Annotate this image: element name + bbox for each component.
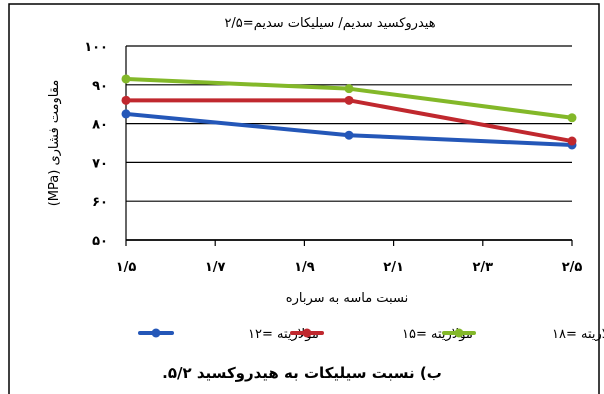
series-2-point bbox=[568, 113, 577, 122]
series-1-point bbox=[345, 96, 354, 105]
x-tick-label: ۱/۵ bbox=[116, 260, 137, 275]
x-tick-label: ۱/۷ bbox=[205, 260, 226, 275]
y-tick-label: ۱۰۰ bbox=[84, 40, 108, 55]
legend-marker-1 bbox=[303, 329, 312, 338]
series-1-point bbox=[568, 137, 577, 146]
series-1-point bbox=[122, 96, 131, 105]
series-0-point bbox=[122, 109, 131, 118]
series-2-point bbox=[345, 84, 354, 93]
figure-caption: ب) نسبت سیلیکات به هیدروکسید ۵/۲. bbox=[0, 364, 604, 388]
legend-label-2: مولاریته =۱۸ bbox=[552, 327, 604, 342]
x-tick-label: ۱/۹ bbox=[294, 260, 315, 275]
y-tick-label: ۵۰ bbox=[92, 234, 108, 249]
y-tick-label: ۷۰ bbox=[92, 156, 108, 171]
x-tick-label: ۲/۱ bbox=[383, 260, 404, 275]
y-tick-label: ۸۰ bbox=[92, 118, 108, 133]
x-tick-label: ۲/۳ bbox=[472, 260, 493, 275]
y-tick-label: ۶۰ bbox=[92, 195, 108, 210]
chart-title: هیدروکسید سدیم/ سیلیکات سدیم=۲/۵ bbox=[224, 16, 435, 31]
legend-marker-2 bbox=[455, 329, 464, 338]
y-tick-label: ۹۰ bbox=[92, 79, 108, 94]
series-2-point bbox=[122, 74, 131, 83]
series-0-point bbox=[345, 131, 354, 140]
x-axis-title: نسبت ماسه به سرباره bbox=[286, 291, 408, 306]
y-axis-title: مقاومت فشاری (MPa) bbox=[47, 80, 62, 207]
x-tick-label: ۲/۵ bbox=[562, 260, 583, 275]
legend-marker-0 bbox=[152, 329, 161, 338]
